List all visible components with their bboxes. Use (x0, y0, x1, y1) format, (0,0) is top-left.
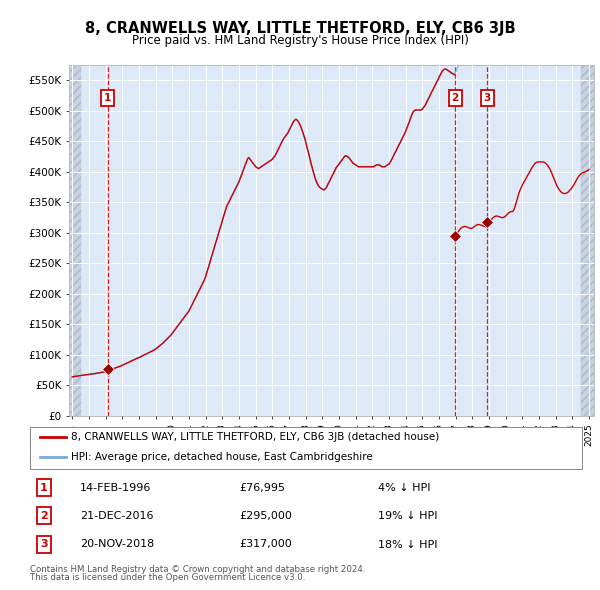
Text: £295,000: £295,000 (240, 511, 293, 520)
Text: 18% ↓ HPI: 18% ↓ HPI (378, 539, 437, 549)
Bar (581, 65, 594, 416)
Text: 8, CRANWELLS WAY, LITTLE THETFORD, ELY, CB6 3JB (detached house): 8, CRANWELLS WAY, LITTLE THETFORD, ELY, … (71, 432, 440, 442)
Text: 19% ↓ HPI: 19% ↓ HPI (378, 511, 437, 520)
Text: 4% ↓ HPI: 4% ↓ HPI (378, 483, 430, 493)
Text: 2: 2 (452, 93, 459, 103)
Text: 3: 3 (40, 539, 47, 549)
Text: 1: 1 (40, 483, 47, 493)
Text: HPI: Average price, detached house, East Cambridgeshire: HPI: Average price, detached house, East… (71, 452, 373, 462)
Text: 14-FEB-1996: 14-FEB-1996 (80, 483, 151, 493)
Text: 21-DEC-2016: 21-DEC-2016 (80, 511, 153, 520)
Text: Price paid vs. HM Land Registry's House Price Index (HPI): Price paid vs. HM Land Registry's House … (131, 34, 469, 47)
Text: £76,995: £76,995 (240, 483, 286, 493)
Bar (581, 65, 594, 416)
Text: 2: 2 (40, 511, 47, 520)
Text: 1: 1 (104, 93, 111, 103)
Text: Contains HM Land Registry data © Crown copyright and database right 2024.: Contains HM Land Registry data © Crown c… (30, 565, 365, 573)
Text: 20-NOV-2018: 20-NOV-2018 (80, 539, 154, 549)
Text: 8, CRANWELLS WAY, LITTLE THETFORD, ELY, CB6 3JB: 8, CRANWELLS WAY, LITTLE THETFORD, ELY, … (85, 21, 515, 35)
Text: This data is licensed under the Open Government Licence v3.0.: This data is licensed under the Open Gov… (30, 573, 305, 582)
Text: 3: 3 (484, 93, 491, 103)
Bar (69, 65, 80, 416)
Bar (69, 65, 80, 416)
Text: £317,000: £317,000 (240, 539, 293, 549)
